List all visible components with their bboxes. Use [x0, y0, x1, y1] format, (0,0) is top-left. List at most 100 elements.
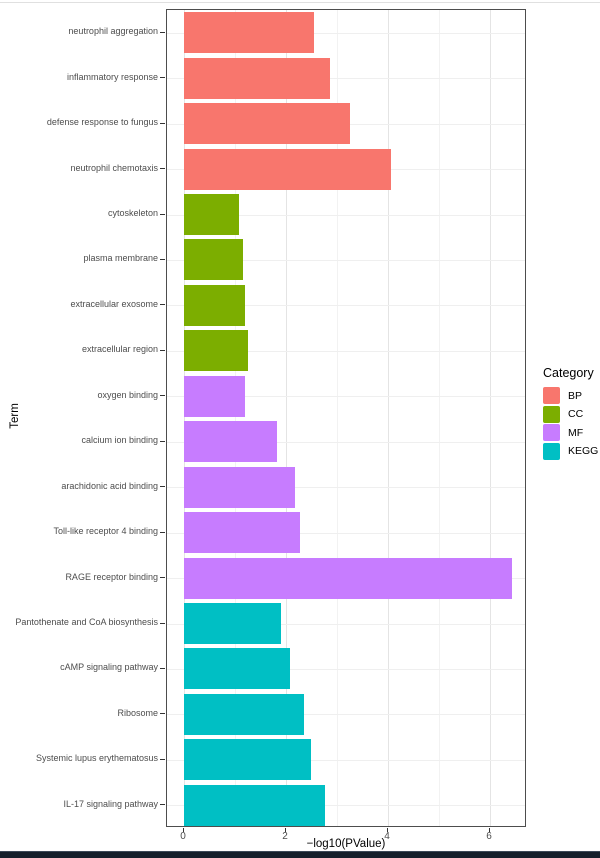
y-tick-mark	[160, 668, 165, 669]
y-tick-label: neutrophil aggregation	[68, 26, 158, 36]
gridline-y	[167, 487, 525, 488]
bar-bp-1	[184, 58, 330, 99]
gridline-y	[167, 624, 525, 625]
plot-panel	[166, 9, 526, 827]
gridline-y	[167, 805, 525, 806]
bar-kegg-14	[184, 648, 290, 689]
y-tick-label: neutrophil chemotaxis	[70, 163, 158, 173]
y-tick-label: Systemic lupus erythematosus	[35, 753, 158, 763]
bar-kegg-16	[184, 739, 311, 780]
y-tick-mark	[160, 804, 165, 805]
y-tick-label: extracellular exosome	[70, 299, 158, 309]
bar-mf-10	[184, 467, 295, 508]
gridline-y	[167, 351, 525, 352]
bar-mf-8	[184, 376, 245, 417]
gridline-x-2	[286, 10, 287, 826]
legend-title: Category	[543, 366, 594, 380]
gridline-x-5	[439, 10, 440, 826]
bottom-border-bar	[0, 851, 600, 858]
legend-swatch-cc	[543, 405, 560, 423]
bar-kegg-13	[184, 603, 281, 644]
y-tick-mark	[160, 395, 165, 396]
bar-bp-3	[184, 149, 391, 190]
x-tick-mark	[387, 828, 388, 832]
y-tick-label: calcium ion binding	[81, 435, 158, 445]
x-tick-label: 6	[486, 831, 492, 842]
y-tick-label: defense response to fungus	[46, 117, 158, 127]
y-tick-mark	[160, 123, 165, 124]
y-tick-mark	[160, 532, 165, 533]
gridline-y	[167, 260, 525, 261]
gridline-y	[167, 215, 525, 216]
legend-swatch-mf	[543, 424, 560, 441]
y-tick-mark	[160, 486, 165, 487]
gridline-y	[167, 305, 525, 306]
bar-mf-9	[184, 421, 277, 462]
legend-item-cc: CC	[543, 405, 598, 423]
y-tick-mark	[160, 713, 165, 714]
y-tick-mark	[160, 304, 165, 305]
legend-label: MF	[568, 426, 584, 439]
bar-kegg-17	[184, 785, 325, 826]
bar-kegg-15	[184, 694, 304, 735]
y-tick-label: Ribosome	[117, 708, 158, 718]
legend-item-kegg: KEGG	[543, 442, 599, 460]
x-tick-label: 2	[282, 831, 288, 842]
gridline-y	[167, 396, 525, 397]
legend: Category BP CC MF KEGG	[543, 366, 598, 461]
y-tick-label: oxygen binding	[97, 390, 158, 400]
bar-cc-7	[184, 330, 248, 371]
legend-item-bp: BP	[543, 387, 598, 404]
legend-label: BP	[568, 389, 583, 402]
y-tick-mark	[160, 32, 165, 33]
y-tick-label: Toll-like receptor 4 binding	[53, 526, 158, 536]
y-tick-mark	[160, 623, 165, 624]
gridline-y	[167, 760, 525, 761]
y-tick-label: inflammatory response	[66, 72, 158, 82]
y-axis-title: Term	[9, 403, 21, 429]
bar-cc-6	[184, 285, 245, 326]
y-tick-label: cytoskeleton	[107, 208, 158, 218]
x-tick-mark	[489, 828, 490, 832]
bar-mf-12	[184, 558, 512, 599]
y-tick-label: plasma membrane	[83, 253, 158, 263]
x-tick-label: 4	[384, 831, 390, 842]
bar-cc-5	[184, 239, 243, 280]
x-tick-mark	[183, 828, 184, 832]
y-tick-mark	[160, 577, 165, 578]
y-tick-mark	[160, 214, 165, 215]
y-tick-mark	[160, 441, 165, 442]
x-tick-label: 0	[180, 831, 186, 842]
y-tick-label: extracellular region	[81, 344, 158, 354]
y-tick-label: cAMP signaling pathway	[60, 662, 158, 672]
gridline-x-3	[337, 10, 338, 826]
gridline-y	[167, 78, 525, 79]
y-tick-label: RAGE receptor binding	[65, 572, 158, 582]
legend-swatch-bp	[543, 387, 560, 404]
gridline-y	[167, 714, 525, 715]
y-tick-mark	[160, 350, 165, 351]
top-divider	[0, 2, 600, 3]
y-tick-mark	[160, 168, 165, 169]
bar-bp-2	[184, 103, 350, 144]
legend-label: KEGG	[568, 445, 599, 457]
y-tick-mark	[160, 77, 165, 78]
gridline-x-4	[388, 10, 389, 826]
bar-bp-0	[184, 12, 314, 53]
bar-cc-4	[184, 194, 239, 235]
gridline-y	[167, 533, 525, 534]
legend-item-mf: MF	[543, 424, 598, 441]
gridline-y	[167, 442, 525, 443]
gridline-y	[167, 33, 525, 34]
legend-swatch-kegg	[543, 442, 560, 460]
y-tick-label: arachidonic acid binding	[61, 481, 158, 491]
x-tick-mark	[285, 828, 286, 832]
legend-label: CC	[568, 408, 584, 420]
bar-mf-11	[184, 512, 300, 553]
y-tick-mark	[160, 259, 165, 260]
x-axis-title: −log10(PValue)	[306, 838, 386, 850]
gridline-x-0	[184, 10, 185, 826]
y-tick-label: IL-17 signaling pathway	[63, 799, 158, 809]
y-tick-mark	[160, 759, 165, 760]
